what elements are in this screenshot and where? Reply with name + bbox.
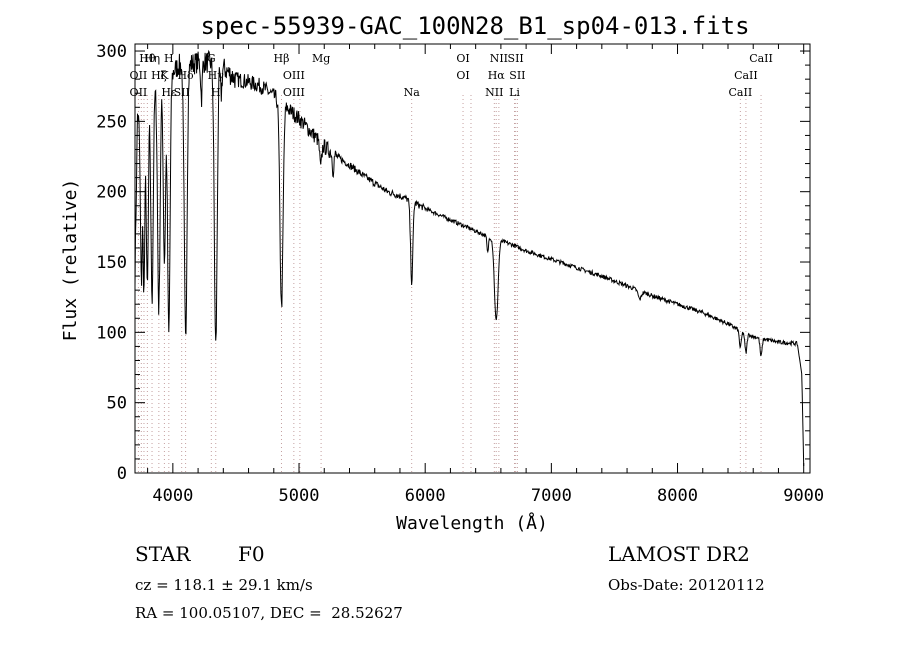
line-marker-label: Hε <box>161 86 177 99</box>
line-marker-label: OI <box>456 52 469 65</box>
line-marker-label: Li <box>509 86 520 99</box>
x-axis-label: Wavelength (Å) <box>396 512 548 534</box>
y-tick-label: 100 <box>96 323 127 343</box>
x-tick-label: 9000 <box>783 486 824 506</box>
object-class: STAR <box>135 542 191 566</box>
y-tick-label: 50 <box>107 394 127 414</box>
x-tick-label: 8000 <box>657 486 698 506</box>
line-marker-label: K <box>160 69 169 82</box>
y-tick-label: 150 <box>96 253 127 273</box>
line-marker-label: Mg <box>312 52 330 65</box>
line-marker-label: Hζ <box>151 69 167 82</box>
y-tick-label: 0 <box>117 464 127 484</box>
x-tick-label: 7000 <box>531 486 572 506</box>
line-marker-label: OI <box>456 69 469 82</box>
line-marker-label: SII <box>509 69 525 82</box>
y-axis: 0 50 100 150 200 250 300 <box>96 42 810 484</box>
line-marker-label: OII <box>130 69 148 82</box>
object-subclass: F0 <box>238 542 265 566</box>
line-marker-label: CaII <box>729 86 753 99</box>
line-marker-label: Hη <box>144 52 160 65</box>
line-marker-label: OIII <box>283 86 305 99</box>
redshift-info: cz = 118.1 ± 29.1 km/s <box>135 576 313 594</box>
coordinates-info: RA = 100.05107, DEC = 28.52627 <box>135 604 403 622</box>
y-tick-label: 250 <box>96 112 127 132</box>
line-marker-lines <box>137 95 762 473</box>
line-marker-label: Hγ <box>208 69 225 82</box>
observation-date: Obs-Date: 20120112 <box>608 576 765 594</box>
line-marker-label: CaII <box>734 69 758 82</box>
y-axis-label: Flux (relative) <box>60 179 81 342</box>
line-marker-label: OIII <box>283 69 305 82</box>
line-marker-label: CaII <box>749 52 773 65</box>
chart-title: spec-55939-GAC_100N28_B1_sp04-013.fits <box>200 12 749 40</box>
y-tick-label: 200 <box>96 183 127 203</box>
y-tick-label: 300 <box>96 42 127 62</box>
spectrum-line <box>134 49 805 467</box>
line-marker-label: SII <box>174 86 190 99</box>
line-marker-label: Hθ <box>139 52 156 65</box>
line-marker-label: H <box>211 86 221 99</box>
line-marker-label: NII <box>485 86 503 99</box>
x-tick-label: 5000 <box>279 486 320 506</box>
plot-frame <box>134 43 811 474</box>
x-tick-label: 6000 <box>405 486 446 506</box>
line-marker-label: H <box>164 52 174 65</box>
line-marker-label: OII <box>130 86 148 99</box>
line-marker-label: Hα <box>488 69 506 82</box>
x-axis: 4000 5000 6000 7000 8000 9000 <box>147 44 824 506</box>
survey-name: LAMOST DR2 <box>608 542 750 566</box>
line-marker-label: NII <box>490 52 508 65</box>
line-marker-label: Hβ <box>274 52 290 65</box>
line-marker-label: SII <box>508 52 524 65</box>
line-marker-label: Na <box>404 86 421 99</box>
x-tick-label: 4000 <box>152 486 193 506</box>
